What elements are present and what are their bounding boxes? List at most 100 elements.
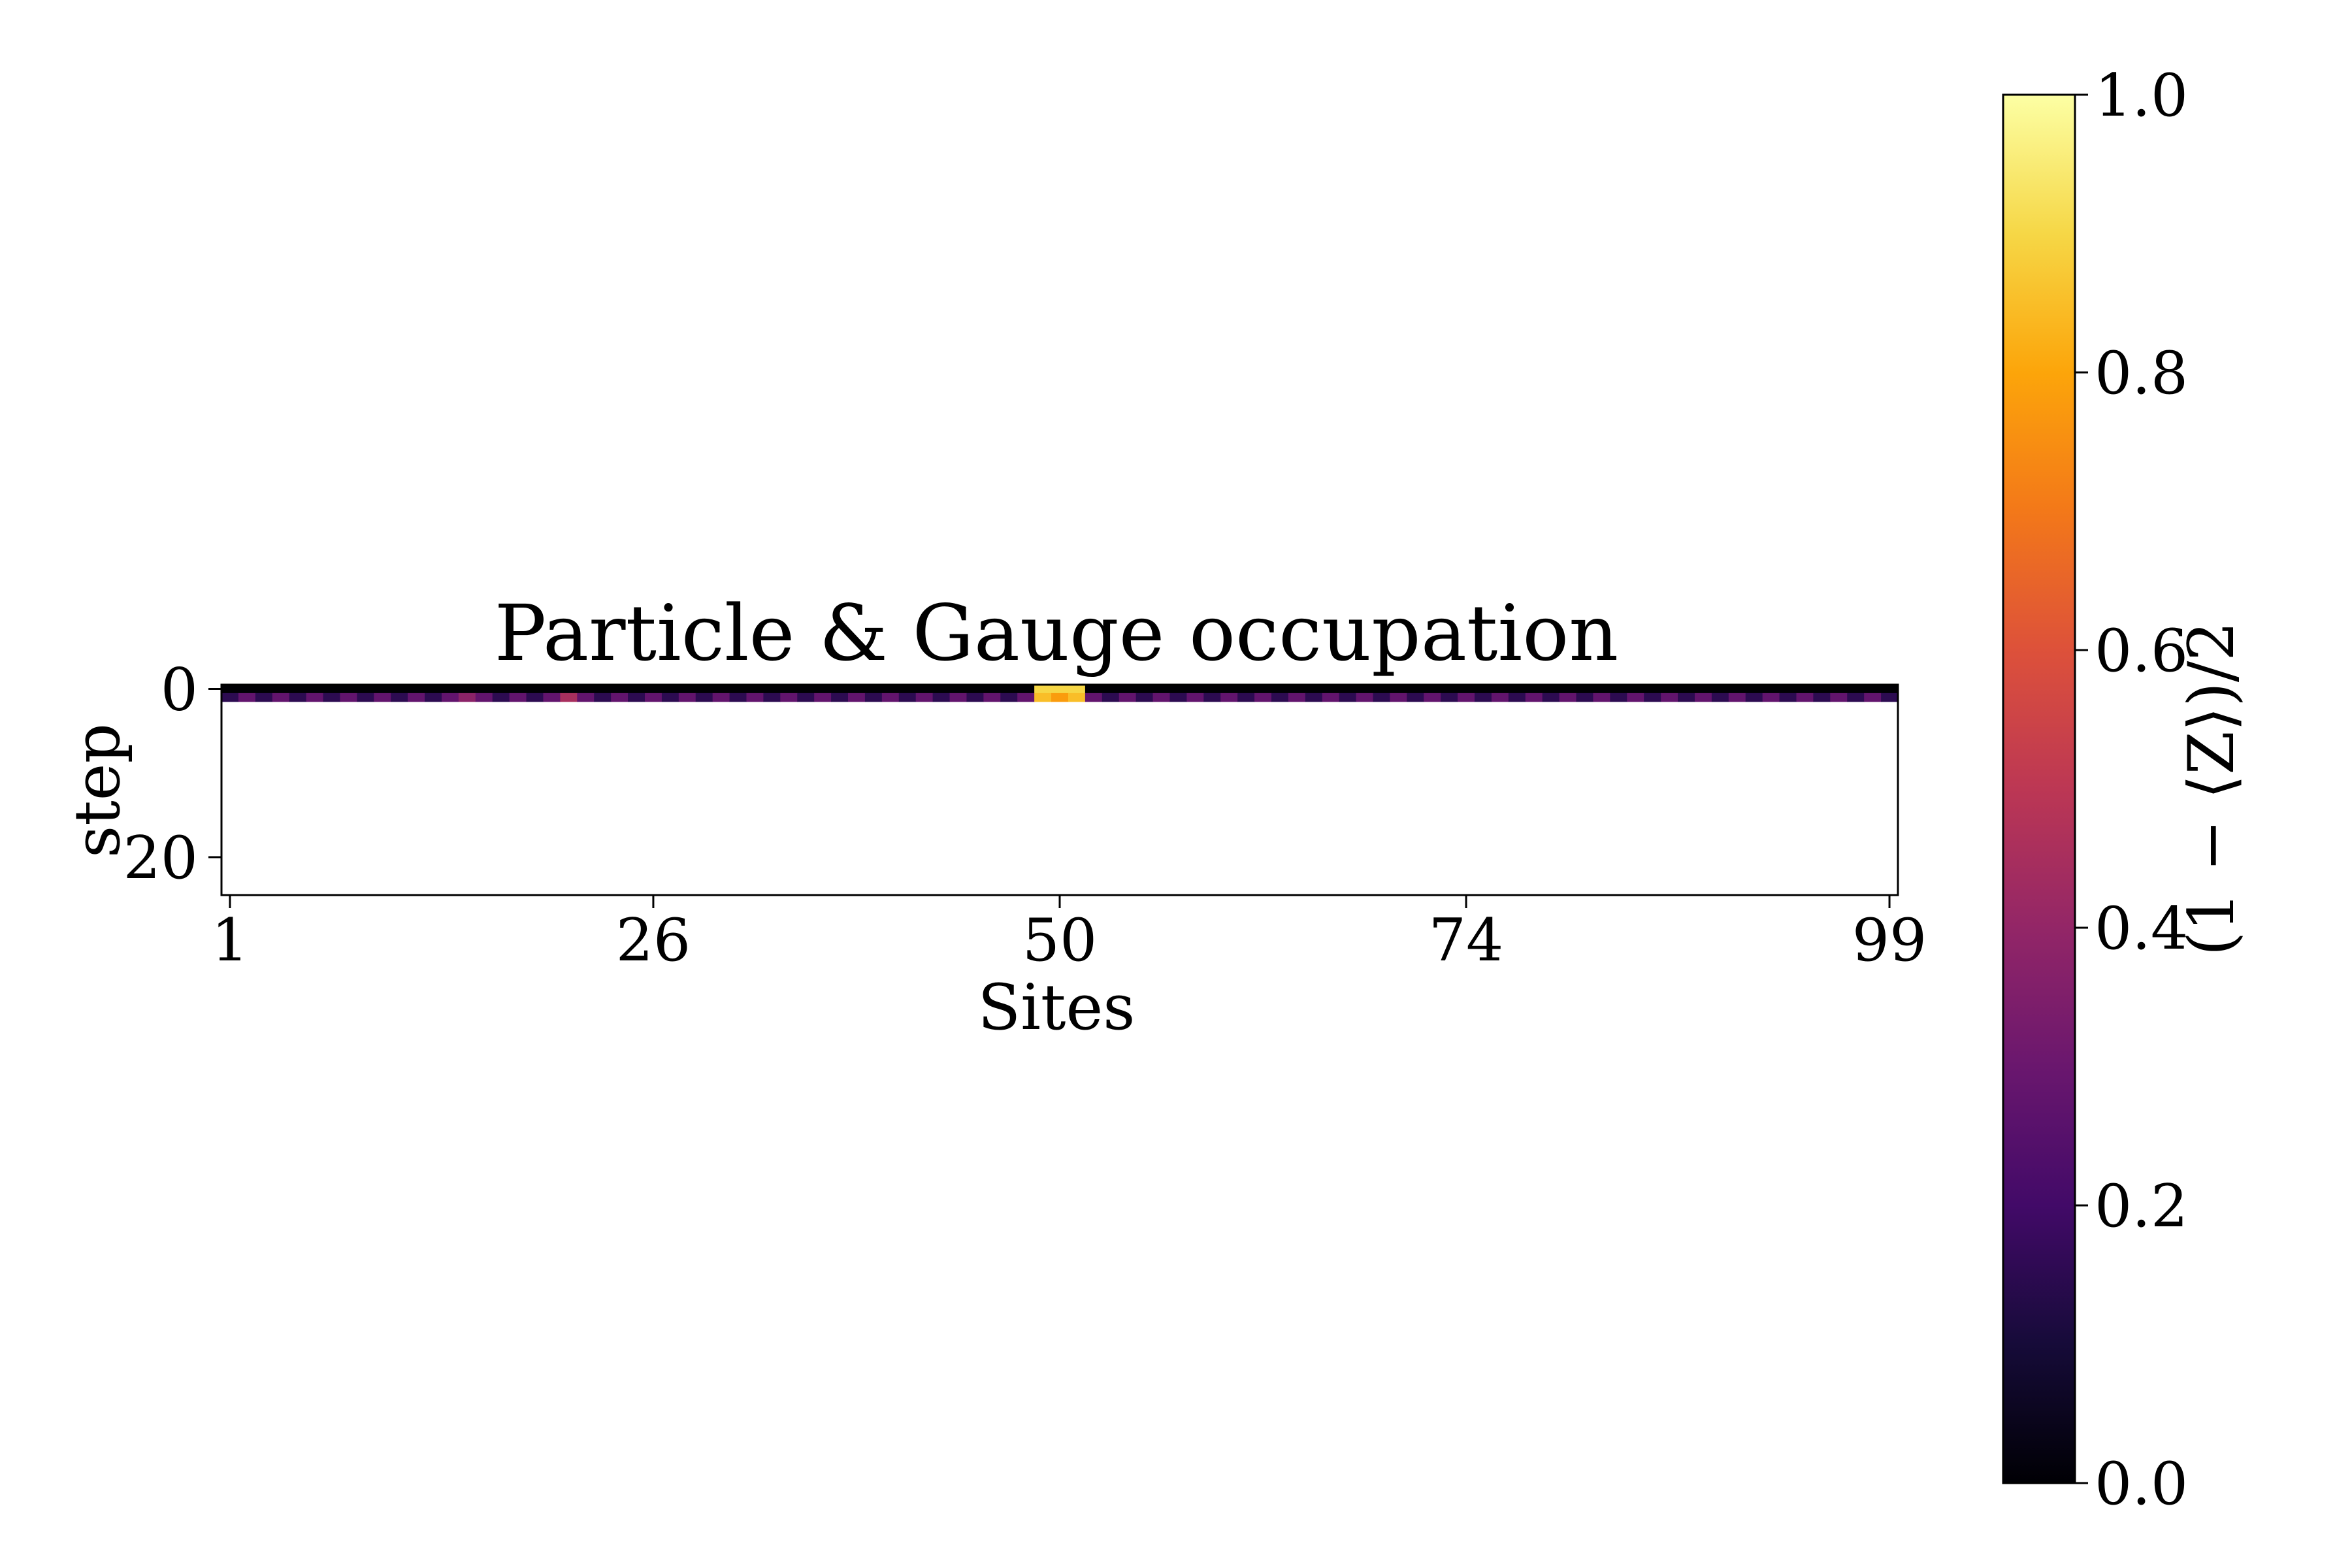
heatmap-cell [1034, 685, 1052, 694]
heatmap-cell [1864, 693, 1882, 702]
heatmap-cell [729, 693, 747, 702]
heatmap-cell [475, 693, 493, 702]
heatmap-cell [848, 693, 866, 702]
heatmap-cell [864, 685, 883, 694]
heatmap-cell [1390, 693, 1407, 702]
heatmap-cell [458, 685, 476, 694]
heatmap-cell [1847, 693, 1865, 702]
heatmap-cell [1559, 693, 1577, 702]
heatmap-cell [1102, 693, 1120, 702]
heatmap-cell [526, 693, 544, 702]
heatmap-cell [323, 693, 341, 702]
heatmap-cell [1475, 693, 1492, 702]
heatmap-cell [357, 693, 374, 702]
heatmap-cell [1186, 693, 1204, 702]
heatmap-cell [425, 685, 442, 694]
heatmap-cell [1356, 685, 1374, 694]
heatmap-cell [1407, 693, 1424, 702]
heatmap-cell [408, 693, 425, 702]
heatmap-cell [746, 693, 764, 702]
heatmap-cell [289, 693, 307, 702]
heatmap-cell [1305, 693, 1323, 702]
heatmap-cell [1881, 685, 1899, 694]
heatmap-cell [1051, 693, 1069, 702]
colorbar-tick-label: 0.2 [2095, 1172, 2188, 1241]
heatmap-cell [577, 693, 595, 702]
heatmap-cell [644, 685, 662, 694]
heatmap-cell [1068, 685, 1086, 694]
heatmap-cell [1796, 685, 1814, 694]
colorbar-tick-label: 0.0 [2095, 1450, 2188, 1518]
heatmap-cell [898, 685, 917, 694]
heatmap-cell [1017, 685, 1035, 694]
heatmap-cell [1119, 685, 1137, 694]
colorbar-tick-label: 0.6 [2095, 617, 2188, 685]
colorbar-tick-label: 0.4 [2095, 894, 2188, 963]
heatmap-cell [831, 685, 849, 694]
x-axis-label: Sites [977, 971, 1135, 1044]
heatmap-cell [1017, 693, 1035, 702]
heatmap-cell [441, 693, 459, 702]
heatmap-cell [881, 693, 900, 702]
heatmap-cell [1085, 693, 1103, 702]
heatmap-cell [932, 693, 951, 702]
heatmap-cell [1864, 685, 1882, 694]
heatmap-cell [1102, 685, 1120, 694]
x-tick-label: 74 [1429, 906, 1504, 975]
heatmap-cell [915, 693, 934, 702]
heatmap-cell [1152, 685, 1171, 694]
heatmap-cell [1627, 685, 1644, 694]
heatmap-cell [1762, 693, 1780, 702]
heatmap-cell [1525, 685, 1543, 694]
heatmap-cell [661, 685, 679, 694]
x-tick-label: 50 [1022, 906, 1098, 975]
heatmap-cell [712, 693, 730, 702]
heatmap-cell [780, 693, 798, 702]
heatmap-cell [695, 693, 713, 702]
heatmap-cell [864, 693, 883, 702]
heatmap-cell [374, 685, 391, 694]
heatmap-cell [746, 685, 764, 694]
y-tick-label: 20 [123, 824, 198, 892]
heatmap-cell [1678, 685, 1695, 694]
heatmap-cell [1186, 685, 1204, 694]
colorbar-tick-label: 0.8 [2095, 339, 2188, 408]
heatmap-cell [1085, 685, 1103, 694]
heatmap-cell [1390, 685, 1407, 694]
heatmap-cell [492, 693, 510, 702]
heatmap-cell [238, 693, 256, 702]
heatmap-cell [1203, 685, 1221, 694]
colorbar-ticks: 0.0 0.2 0.4 0.6 0.8 1.0 [2075, 61, 2188, 1518]
heatmap-cell [712, 685, 730, 694]
heatmap-cell [238, 685, 256, 694]
heatmap-cell [1373, 693, 1391, 702]
heatmap-cell [441, 685, 459, 694]
heatmap-cell [831, 693, 849, 702]
heatmap-cell [678, 685, 696, 694]
heatmap-cell [983, 693, 1001, 702]
heatmap-cell [1593, 693, 1610, 702]
heatmap-cell [1559, 685, 1577, 694]
heatmap-cell [1728, 693, 1746, 702]
heatmap-cell [340, 685, 357, 694]
heatmap-cell [1237, 693, 1255, 702]
colorbar-tick-label: 1.0 [2095, 61, 2188, 130]
heatmap-cell [915, 685, 934, 694]
heatmap-cell [1051, 685, 1069, 694]
heatmap-cell [678, 693, 696, 702]
heatmap-cell [1271, 685, 1289, 694]
heatmap-cell [577, 685, 595, 694]
heatmap-cell [1034, 693, 1052, 702]
x-tick-label: 1 [211, 906, 248, 975]
heatmap-cell [1220, 693, 1238, 702]
heatmap-cell [1830, 693, 1848, 702]
plot-area-frame [220, 683, 1899, 896]
heatmap-cell [1847, 685, 1865, 694]
heatmap-cell [1762, 685, 1780, 694]
heatmap-cell [1644, 693, 1661, 702]
heatmap-cell [1813, 693, 1831, 702]
heatmap-cell [255, 685, 273, 694]
heatmap-cell [966, 693, 984, 702]
heatmap-cell [1745, 693, 1763, 702]
heatmap-cell [323, 685, 341, 694]
